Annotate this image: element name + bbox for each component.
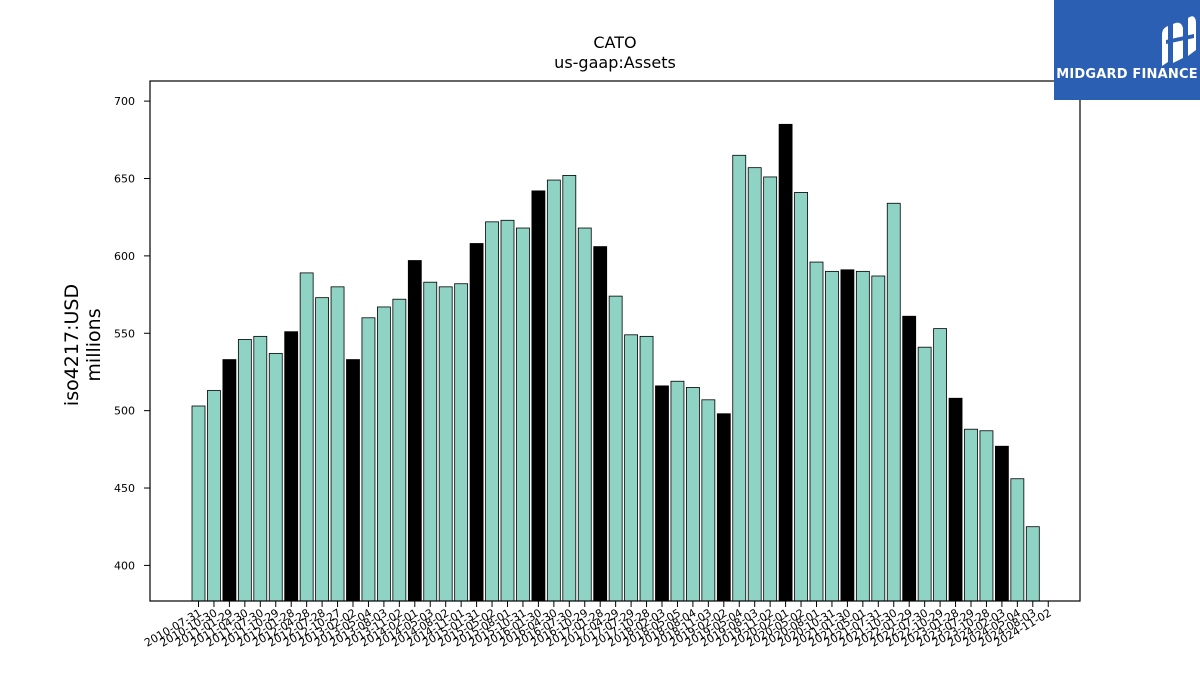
bar-2015-01-31 <box>469 243 484 602</box>
bar-2019-11-02 <box>763 176 778 602</box>
x-axis: 2010-07-312010-10-302011-01-292011-04-30… <box>142 601 1054 650</box>
bar-2020-08-01 <box>809 261 824 602</box>
bar-2022-01-29 <box>902 315 917 602</box>
bar-2021-07-31 <box>871 275 886 602</box>
bar-2011-07-30 <box>253 335 268 602</box>
bar-2010-10-30 <box>207 390 221 602</box>
bar-2017-04-29 <box>608 295 623 602</box>
bar-2021-10-30 <box>886 202 901 602</box>
bar-2021-01-30 <box>840 269 855 602</box>
bar-2017-07-29 <box>624 334 638 602</box>
bar-2012-01-28 <box>284 331 299 602</box>
bar-2020-02-01 <box>778 123 793 602</box>
y-tick-label: 500 <box>114 405 135 418</box>
chart-title: CATO <box>593 33 636 52</box>
bar-2020-05-02 <box>794 192 808 602</box>
bar-2011-01-29 <box>222 359 237 602</box>
bar-2024-02-03 <box>995 445 1009 602</box>
bar-2015-08-01 <box>500 219 515 602</box>
y-axis: 400 450 500 550 600 650 700 <box>114 95 150 572</box>
bar-2016-10-29 <box>577 227 592 602</box>
bar-2016-01-30 <box>531 190 546 602</box>
y-tick-label: 550 <box>114 327 135 340</box>
bar-2018-11-03 <box>701 399 716 602</box>
y-tick-label: 450 <box>114 482 135 495</box>
y-tick-label: 400 <box>114 559 135 572</box>
bar-2020-10-31 <box>825 270 839 602</box>
y-tick-label: 600 <box>114 250 135 263</box>
bar-2016-07-30 <box>562 174 577 602</box>
y-axis-label-scale: millions <box>83 308 105 381</box>
bar-2013-08-03 <box>376 306 391 602</box>
bar-2015-10-31 <box>516 227 530 602</box>
bar-2018-02-03 <box>655 385 669 602</box>
bar-2011-10-29 <box>268 352 283 602</box>
bar-2014-05-03 <box>423 281 438 602</box>
bar-2015-05-02 <box>485 221 499 602</box>
bar-2023-01-28 <box>948 397 963 602</box>
bar-2017-10-28 <box>639 335 654 602</box>
bar-2013-11-02 <box>392 298 407 602</box>
bar-2023-10-28 <box>979 430 994 602</box>
chart-subtitle: us-gaap:Assets <box>554 53 676 72</box>
bar-2013-05-04 <box>361 317 376 602</box>
bar-2021-05-01 <box>855 270 870 602</box>
bar-2022-07-30 <box>917 346 932 602</box>
y-tick-label: 650 <box>114 173 135 186</box>
bar-2019-05-04 <box>732 154 747 602</box>
bars-group <box>191 123 1040 602</box>
bar-2014-11-01 <box>454 283 469 602</box>
bar-2011-04-30 <box>237 339 252 602</box>
bar-2014-08-02 <box>438 286 453 602</box>
bar-2017-01-28 <box>593 246 608 602</box>
bar-2012-10-27 <box>330 286 345 602</box>
bar-2016-04-30 <box>546 179 561 602</box>
midgard-logo-icon <box>1162 16 1196 66</box>
bar-2012-07-28 <box>315 297 330 602</box>
bar-2018-08-04 <box>686 387 700 602</box>
brand-name: MIDGARD FINANCE <box>1056 67 1198 82</box>
y-tick-label: 700 <box>114 95 135 108</box>
bar-2012-04-28 <box>299 272 314 602</box>
brand-logo: MIDGARD FINANCE <box>1054 0 1200 100</box>
bar-2013-02-02 <box>346 359 360 602</box>
bar-2024-05-04 <box>1010 478 1025 602</box>
bar-2019-02-02 <box>716 413 731 602</box>
bar-2010-07-31 <box>191 405 206 602</box>
plot-frame <box>149 80 1081 602</box>
bar-2024-08-03 <box>1025 526 1040 602</box>
y-axis-label-unit: iso4217:USD <box>61 284 83 406</box>
bar-2023-07-29 <box>964 428 978 602</box>
bar-2019-08-03 <box>747 167 762 602</box>
bar-2014-02-01 <box>407 260 422 602</box>
bar-2022-10-29 <box>933 328 947 602</box>
bar-2018-05-05 <box>670 380 685 602</box>
